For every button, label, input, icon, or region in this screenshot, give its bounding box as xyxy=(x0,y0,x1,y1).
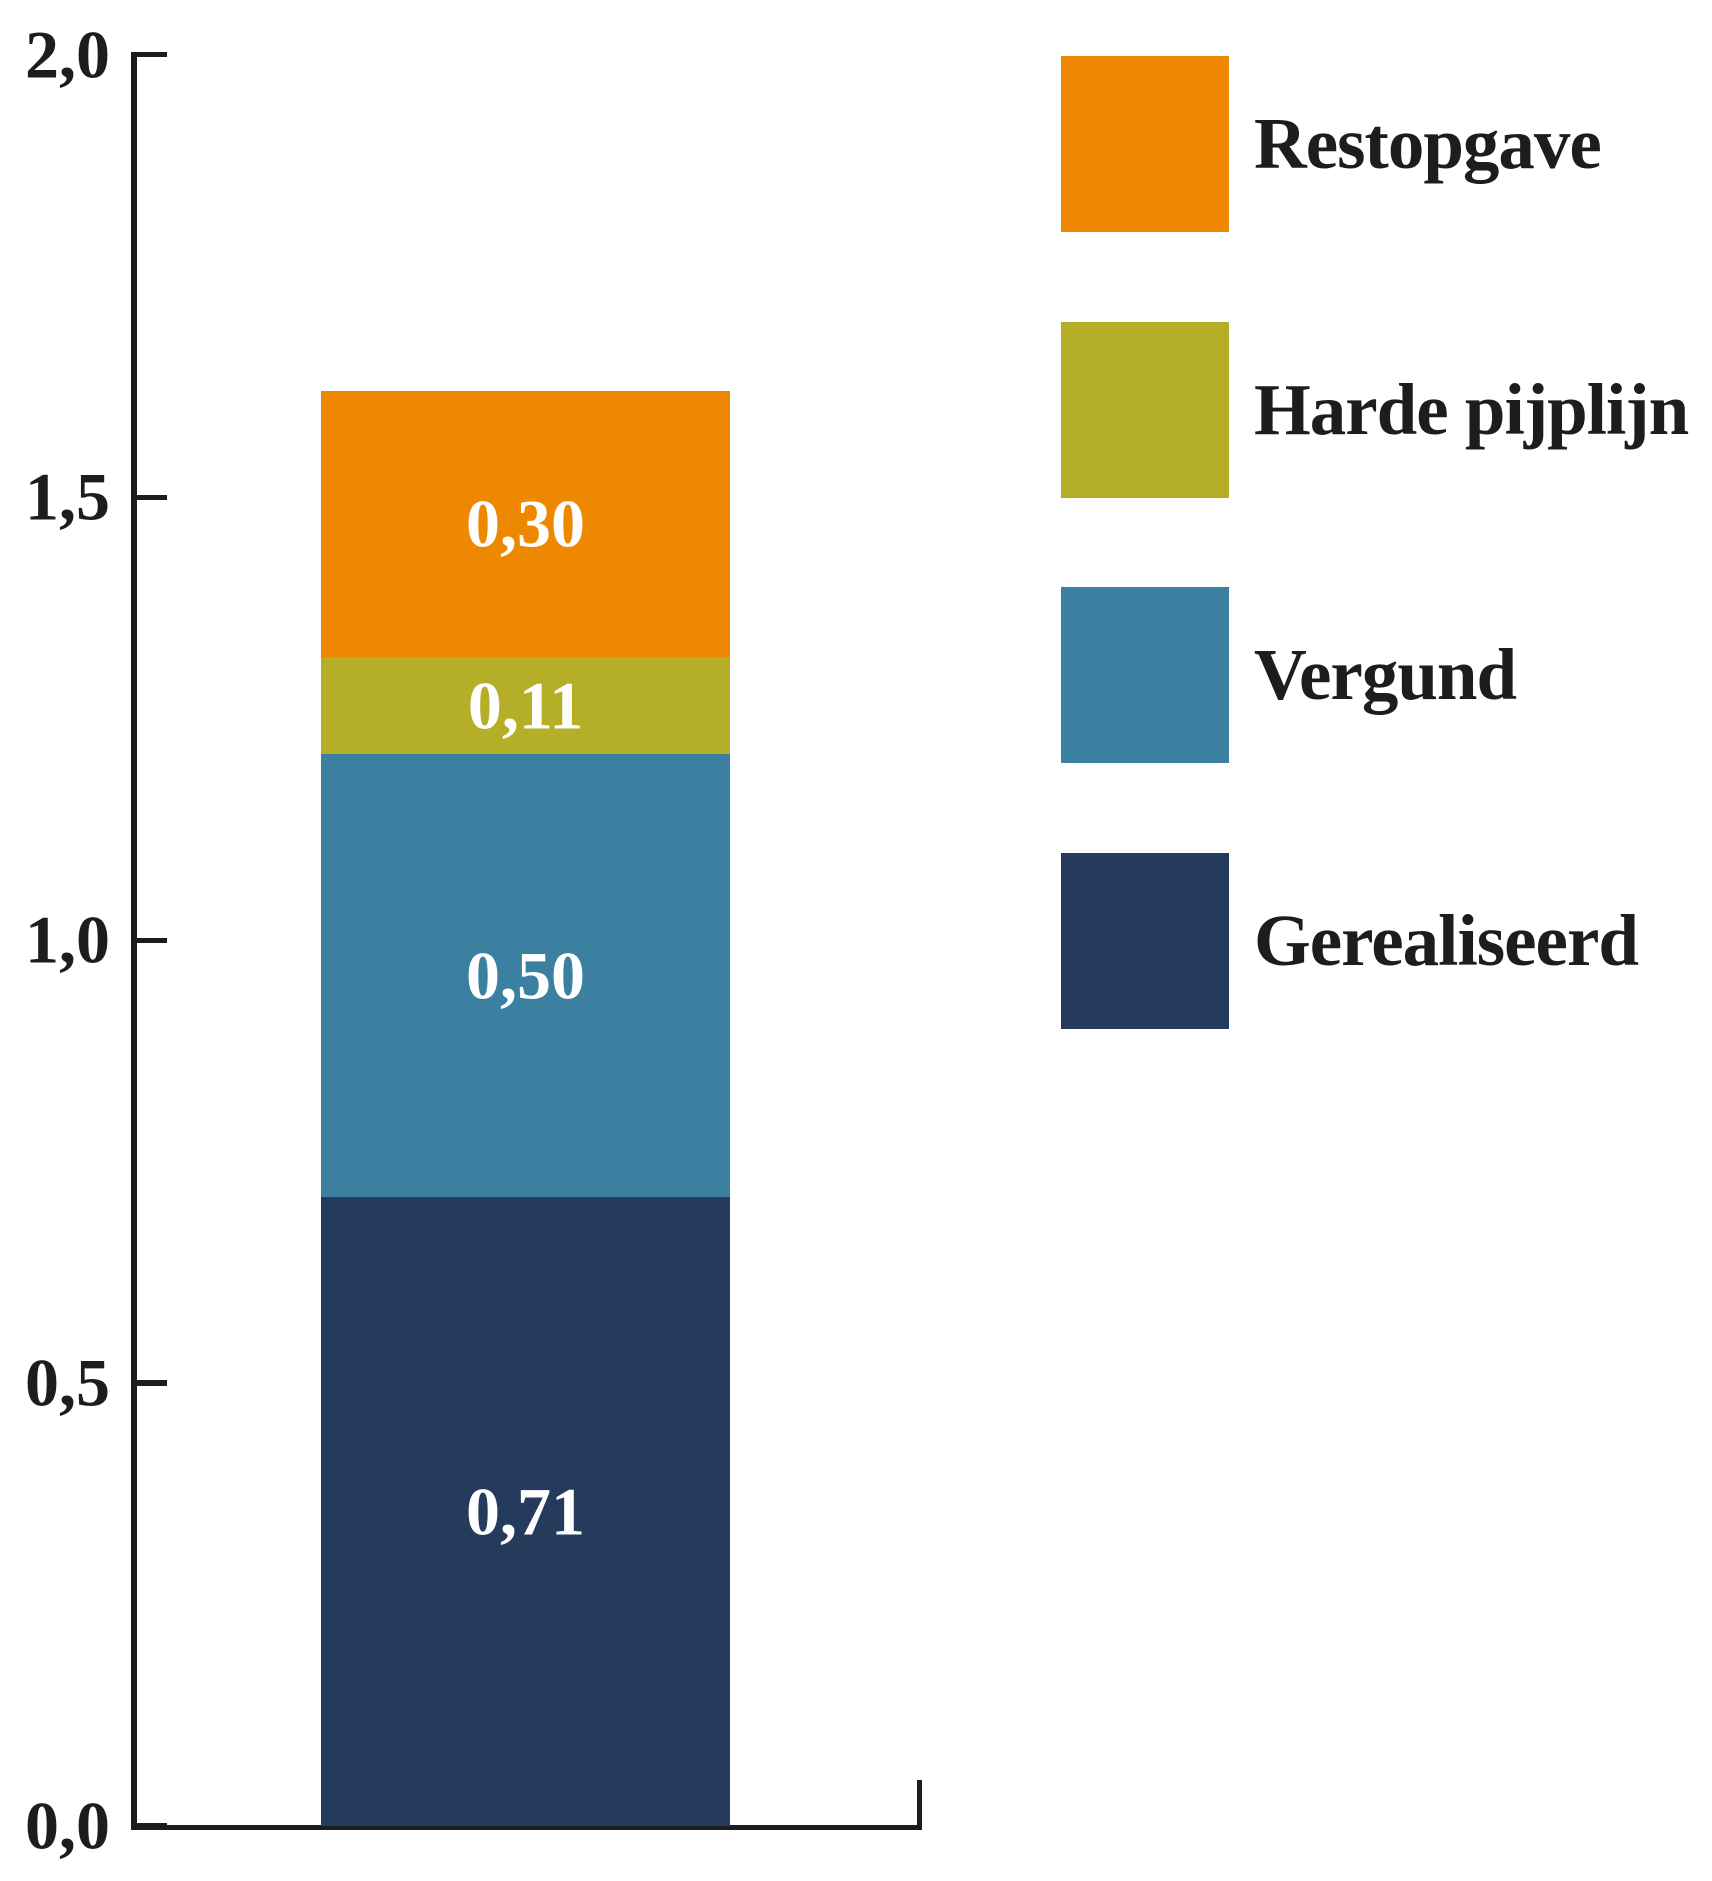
y-tick-mark xyxy=(131,494,167,501)
legend-label-gerealiseerd: Gerealiseerd xyxy=(1254,900,1639,981)
legend-label-vergund: Vergund xyxy=(1254,634,1517,716)
bar-value-label-restopgave: 0,30 xyxy=(466,485,585,562)
y-tick-mark xyxy=(131,1823,167,1829)
y-tick-mark xyxy=(131,937,167,943)
legend-swatch-vergund xyxy=(1061,587,1229,764)
y-tick-label: 1,0 xyxy=(25,901,110,978)
y-tick-mark xyxy=(131,1380,167,1386)
bar-value-label-harde-pijplijn: 0,11 xyxy=(467,667,584,744)
y-tick-label: 0,0 xyxy=(25,1787,110,1864)
legend-swatch-harde-pijplijn xyxy=(1061,321,1229,498)
legend-label-harde-pijplijn: Harde pijplijn xyxy=(1254,368,1689,450)
y-tick-label: 0,5 xyxy=(25,1344,110,1421)
legend-label-restopgave: Restopgave xyxy=(1254,103,1602,184)
legend-swatch-gerealiseerd xyxy=(1061,853,1229,1029)
bar-segment-gerealiseerd xyxy=(321,1197,730,1826)
bar-segment-restopgave xyxy=(321,391,730,657)
y-tick-label: 1,5 xyxy=(25,458,110,535)
y-tick-label: 2,0 xyxy=(25,16,110,92)
x-axis-line xyxy=(131,1824,923,1831)
legend-swatch-restopgave xyxy=(1061,56,1229,232)
bar-value-label-vergund: 0,50 xyxy=(466,937,585,1014)
bar-value-label-gerealiseerd: 0,71 xyxy=(466,1473,585,1550)
x-axis-end-tick xyxy=(916,1780,923,1831)
bar-segment-vergund xyxy=(321,754,730,1198)
y-tick-mark xyxy=(131,51,167,58)
bar-segment-harde-pijplijn xyxy=(321,656,730,755)
